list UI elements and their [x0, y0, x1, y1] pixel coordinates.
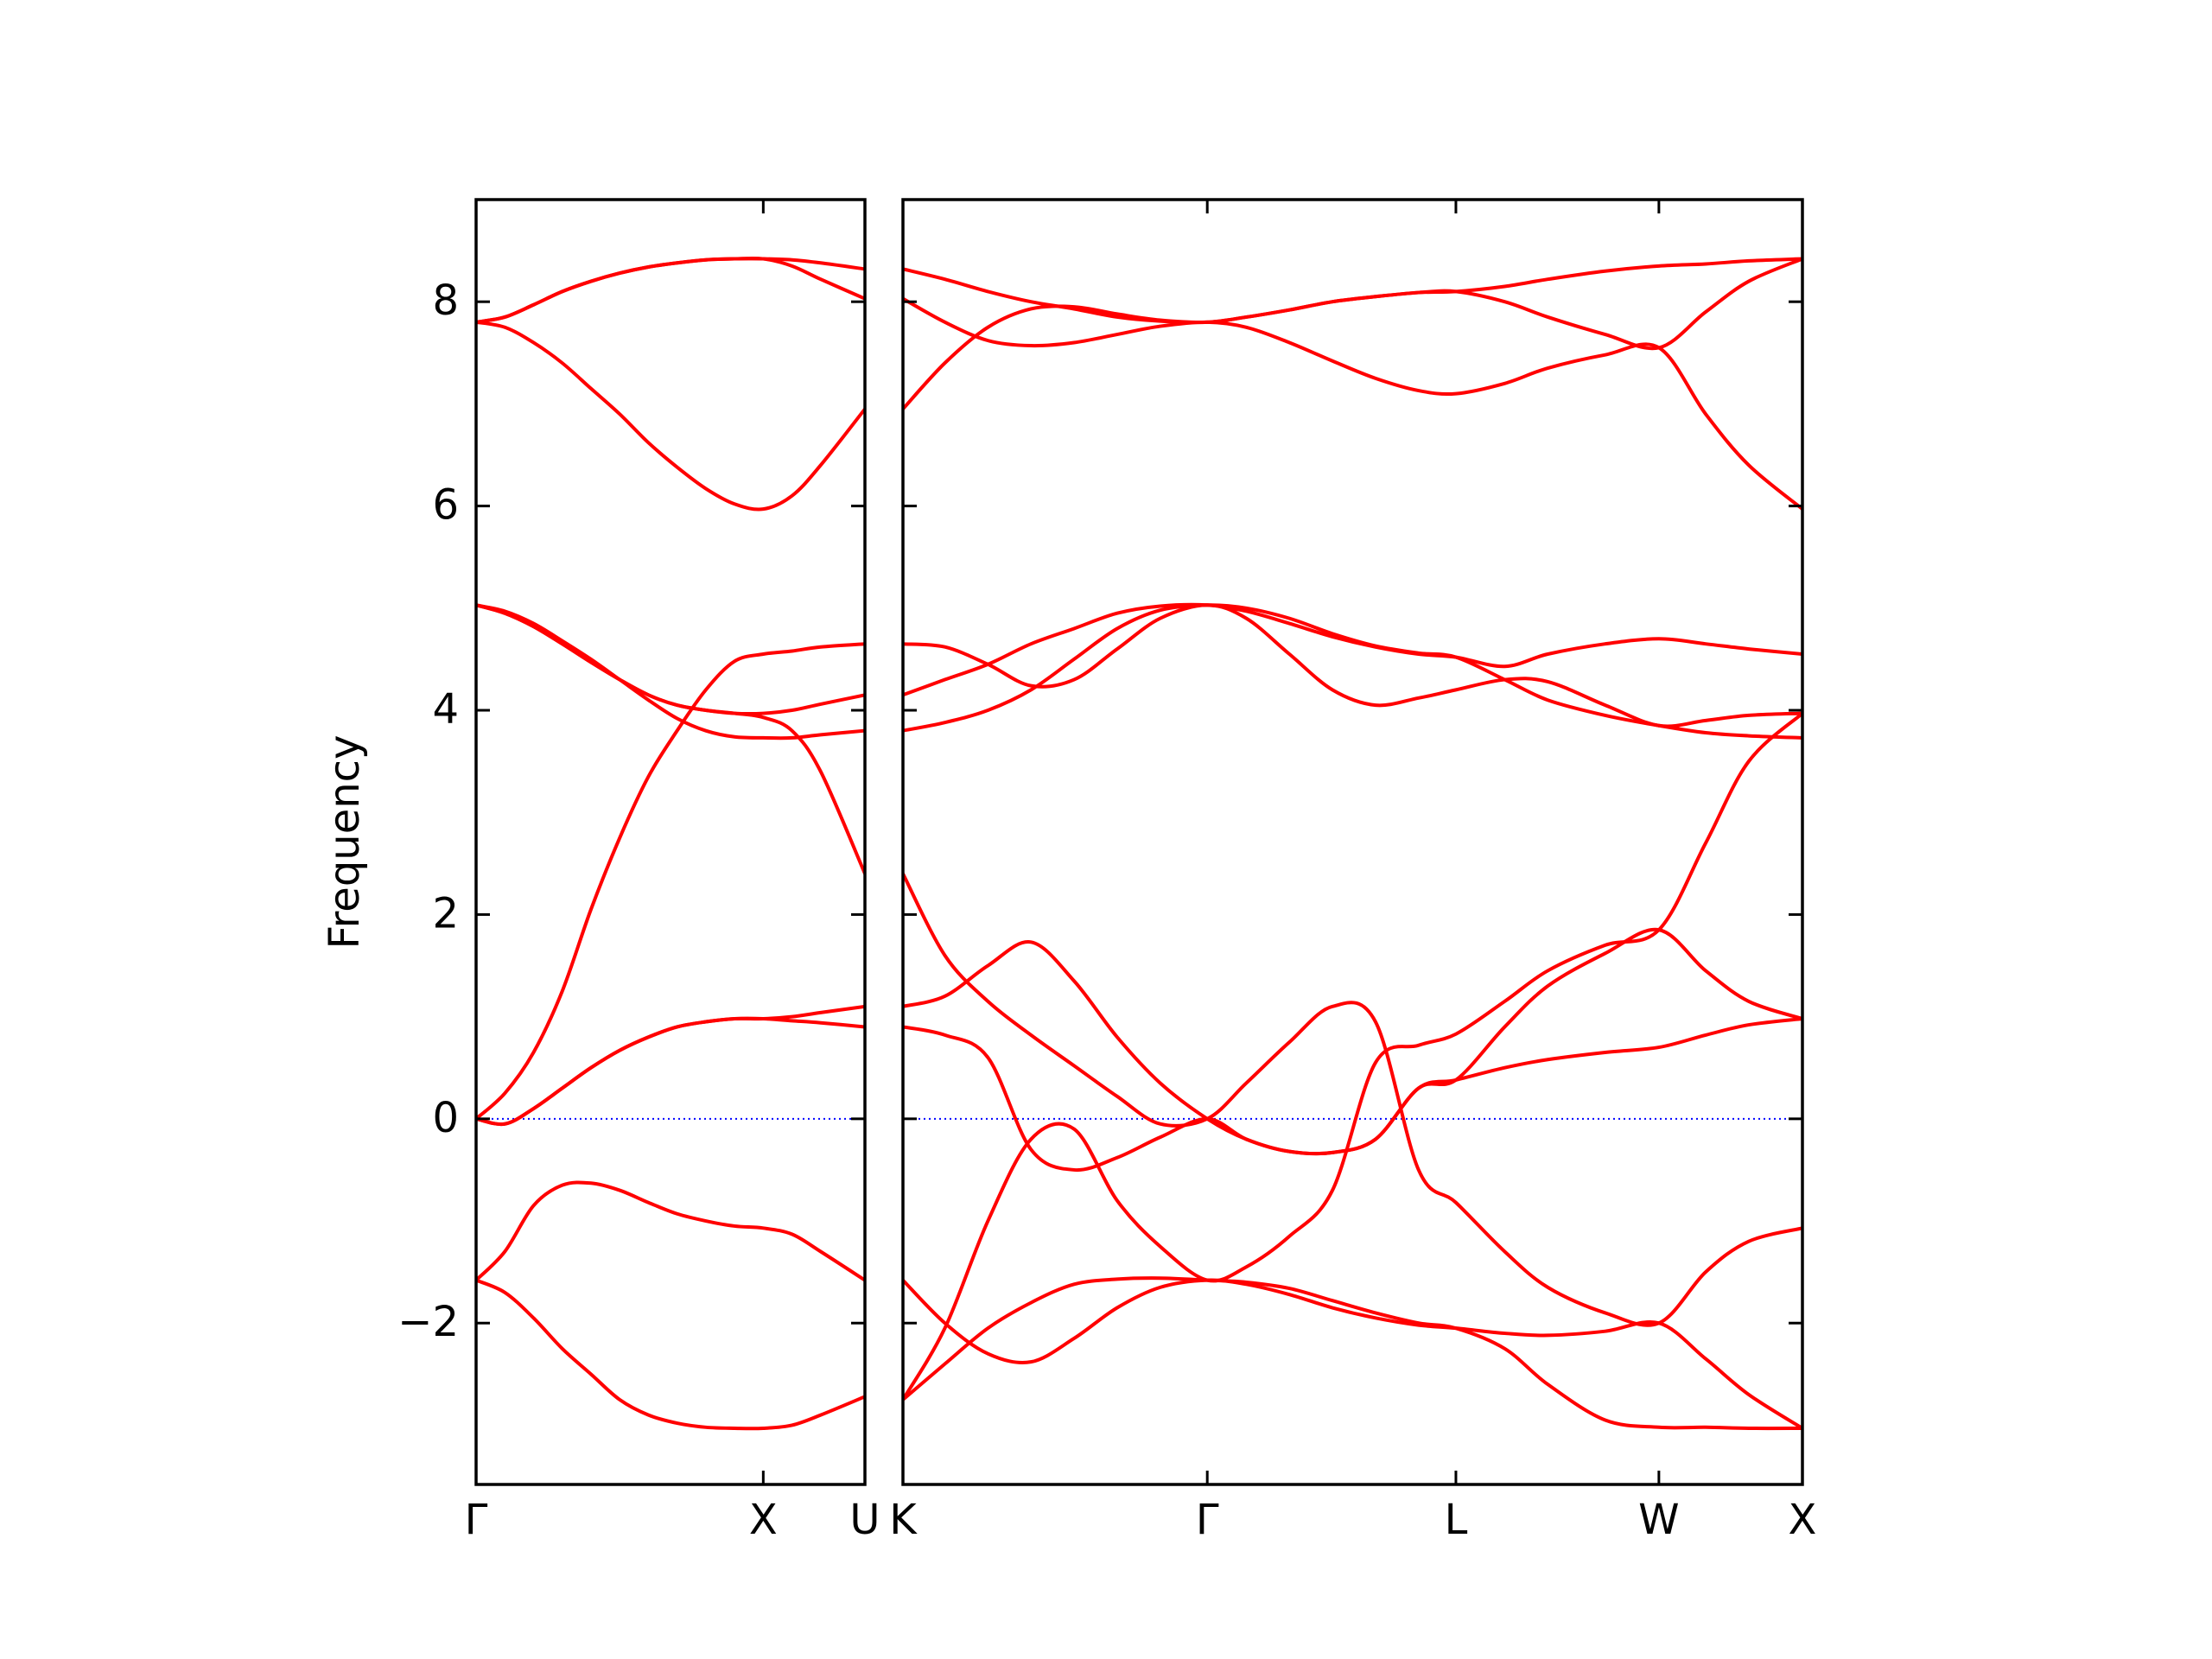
x-tick-label: X	[1789, 1496, 1817, 1544]
band-line	[476, 256, 865, 324]
bands	[476, 256, 865, 1431]
y-tick-label: 0	[432, 1094, 459, 1142]
band-line	[903, 602, 1802, 697]
band-line	[476, 257, 865, 324]
x-tick-label: W	[1638, 1496, 1679, 1544]
y-tick-label: 4	[432, 685, 459, 734]
band-line	[903, 872, 1802, 1327]
plot-frame	[474, 198, 867, 1486]
band-line	[903, 257, 1802, 411]
plot-frame	[901, 198, 1804, 1486]
band-line	[903, 1278, 1802, 1430]
band-line	[476, 320, 865, 512]
band-line	[903, 711, 1802, 1402]
band-line	[903, 603, 1802, 740]
band-line	[476, 1278, 865, 1431]
band-line	[903, 940, 1802, 1156]
band-line	[903, 257, 1802, 325]
bands	[903, 257, 1802, 1431]
band-line	[476, 603, 865, 741]
y-tick-label: 8	[432, 276, 459, 325]
band-line	[903, 296, 1802, 512]
band-line	[476, 603, 865, 876]
x-tick-label: Γ	[465, 1496, 488, 1544]
band-line	[476, 1016, 865, 1127]
y-axis-label: Frequency	[321, 735, 369, 950]
y-tick-label: 2	[432, 889, 459, 938]
band-line	[476, 1180, 865, 1282]
band-line	[476, 642, 865, 1121]
band-line	[903, 603, 1802, 728]
x-tick-label: U	[849, 1496, 880, 1544]
x-tick-label: X	[749, 1496, 778, 1544]
x-tick-label: Γ	[1196, 1496, 1219, 1544]
x-tick-label: K	[889, 1496, 918, 1544]
y-tick-label: 6	[432, 481, 459, 530]
y-tick-label: −2	[397, 1298, 459, 1346]
band-line	[903, 927, 1802, 1173]
band-line	[476, 603, 865, 716]
x-tick-label: L	[1445, 1496, 1468, 1544]
band-line	[903, 1276, 1802, 1431]
